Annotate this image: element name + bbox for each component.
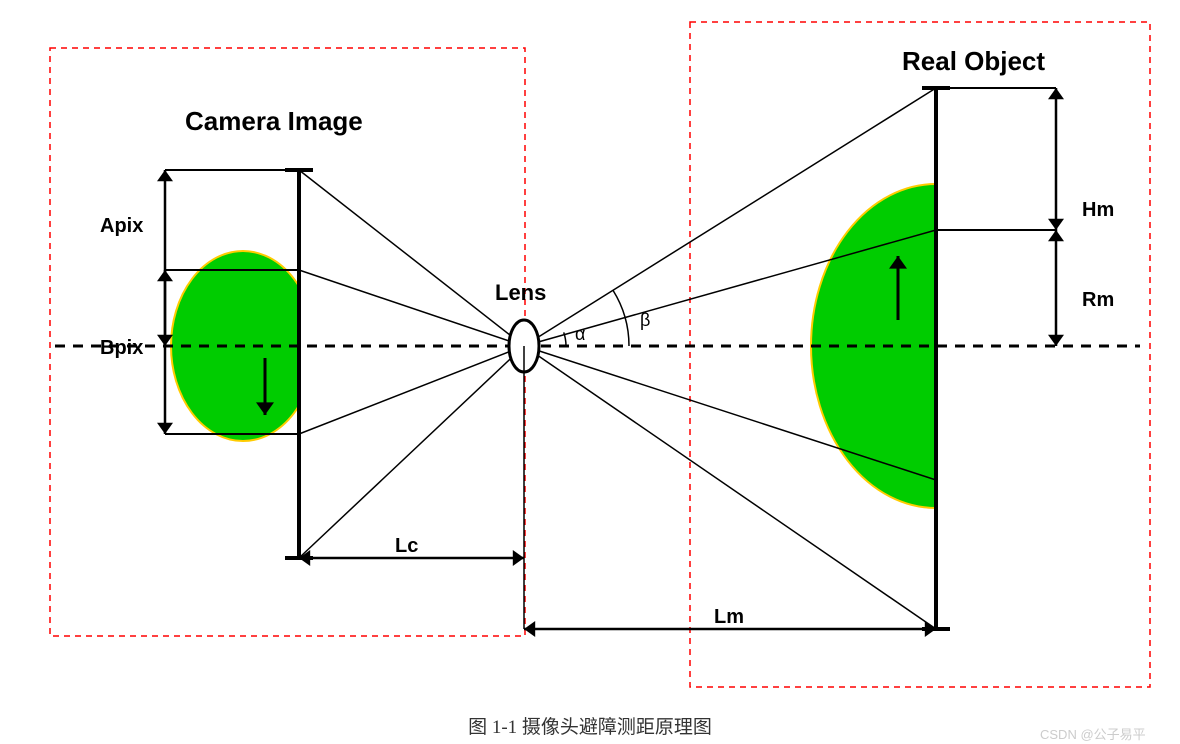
dim-label-bpix: Bpix [100, 337, 143, 359]
ray-line [299, 346, 524, 434]
dim-label-apix: Apix [100, 215, 143, 237]
camera-ranging-diagram: Lens α β Apix Bpix Hm Rm Lc Lm Camera Image Real O… [0, 0, 1180, 690]
title-real-object: Real Object [902, 46, 1045, 76]
angle-label-beta: β [640, 310, 650, 330]
ray-line [299, 346, 524, 558]
dim-label-lm: Lm [714, 606, 744, 628]
title-camera-image: Camera Image [185, 106, 363, 136]
dim-label-rm: Rm [1082, 289, 1114, 311]
lens-label: Lens [495, 280, 546, 305]
ray-line [299, 270, 524, 346]
dim-label-lc: Lc [395, 535, 418, 557]
ray-line [299, 170, 524, 346]
angle-label-alpha: α [575, 324, 585, 344]
figure-caption: 图 1-1 摄像头避障测距原理图 [0, 712, 1180, 739]
watermark-text: CSDN @公子易平 [1040, 724, 1146, 743]
dim-label-hm: Hm [1082, 199, 1114, 221]
